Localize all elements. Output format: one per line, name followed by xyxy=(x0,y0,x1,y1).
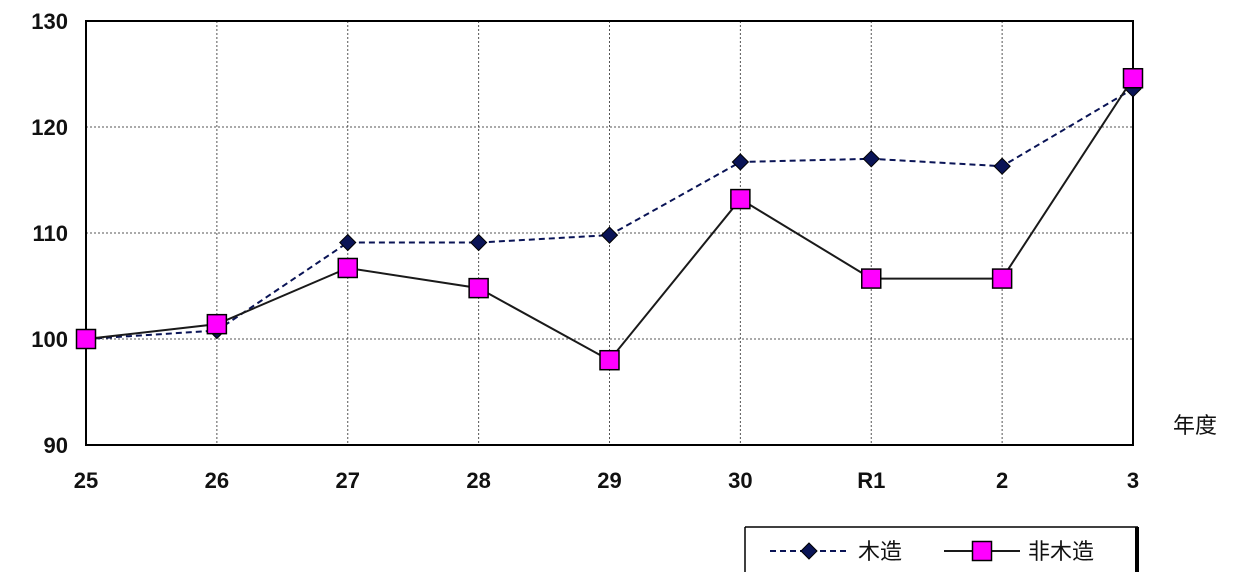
y-tick-label: 100 xyxy=(31,327,68,352)
data-point-square xyxy=(599,349,620,371)
x-tick-label: 26 xyxy=(205,468,229,493)
legend-marker-mokuzo xyxy=(800,542,818,560)
data-point-square xyxy=(206,313,228,335)
x-tick-label: 2 xyxy=(996,468,1008,493)
data-point-square xyxy=(1122,67,1144,89)
x-axis-tick-labels: 25 26 27 28 29 30 R1 2 3 xyxy=(74,468,1139,493)
x-tick-label: R1 xyxy=(857,468,885,493)
series-layer xyxy=(75,67,1144,371)
data-point-square xyxy=(730,188,751,210)
data-point-square xyxy=(337,257,358,279)
legend-label-mokuzo: 木造 xyxy=(858,540,902,565)
data-point-diamond xyxy=(339,233,357,252)
data-point-diamond xyxy=(469,233,488,252)
x-tick-label: 27 xyxy=(336,468,360,493)
legend-label-hi-mokuzo: 非木造 xyxy=(1028,540,1094,565)
data-point-diamond xyxy=(993,157,1011,175)
data-point-diamond xyxy=(862,150,880,168)
x-tick-label: 3 xyxy=(1127,468,1139,493)
data-point-square xyxy=(468,277,489,299)
y-tick-label: 130 xyxy=(31,9,68,34)
y-tick-label: 90 xyxy=(44,433,68,458)
x-axis-label: 年度 xyxy=(1173,414,1217,439)
data-point-diamond xyxy=(731,153,750,171)
x-tick-label: 28 xyxy=(466,468,490,493)
data-point-diamond xyxy=(600,226,619,244)
x-tick-label: 30 xyxy=(728,468,752,493)
x-tick-label: 25 xyxy=(74,468,98,493)
legend-marker-hi-mokuzo xyxy=(971,540,993,562)
x-tick-label: 29 xyxy=(597,468,621,493)
legend: 木造 非木造 xyxy=(744,526,1139,572)
y-axis-tick-labels: 90 100 110 120 130 xyxy=(31,9,68,458)
y-tick-label: 110 xyxy=(33,221,69,246)
data-point-square xyxy=(75,328,97,350)
y-tick-label: 120 xyxy=(31,115,68,140)
plot-area-frame xyxy=(85,20,1134,446)
data-point-square xyxy=(991,268,1013,289)
data-point-square xyxy=(861,268,882,289)
